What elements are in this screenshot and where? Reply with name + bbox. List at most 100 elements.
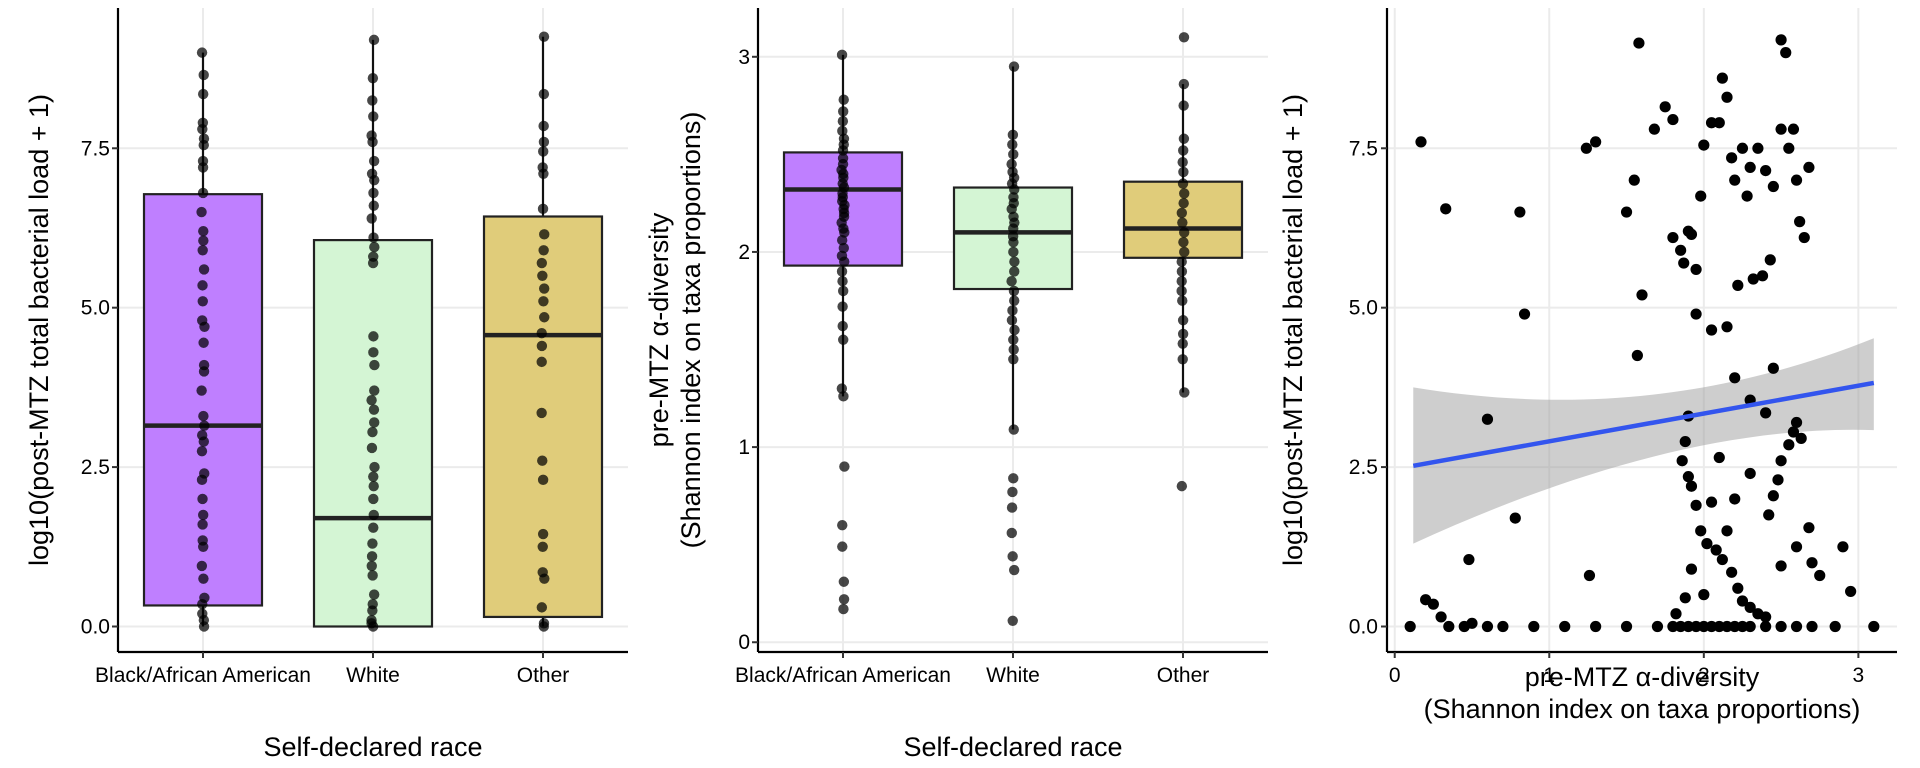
data-point	[199, 321, 210, 333]
data-point	[539, 312, 550, 323]
x-tick-label: White	[986, 664, 1040, 687]
data-point	[368, 200, 379, 211]
data-point	[838, 594, 850, 605]
data-point	[1007, 139, 1018, 150]
y-axis-title: pre-MTZ α-diversity	[644, 212, 674, 447]
x-axis-title: (Shannon index on taxa proportions)	[1424, 694, 1861, 724]
data-point	[1667, 620, 1679, 633]
data-point	[1178, 145, 1189, 156]
data-point	[1590, 136, 1602, 148]
data-point	[1794, 216, 1806, 228]
data-point	[537, 203, 549, 215]
y-axis-title: log10(post-MTZ total bacterial load + 1)	[24, 94, 54, 566]
data-point	[368, 522, 379, 533]
data-point	[1009, 266, 1020, 277]
panel-race-vs-bacterial-load: 0.0 2.5 5.0 7.5 Black/African American White O…	[24, 8, 628, 762]
data-point	[1177, 354, 1188, 365]
data-point	[1008, 246, 1019, 258]
data-point	[538, 168, 549, 179]
data-point	[1845, 585, 1857, 598]
data-point	[837, 301, 848, 312]
data-point	[1775, 455, 1787, 467]
panel-alpha-diversity-vs-bacterial-load: 0.0 2.5 5.0 7.5 0 1 2 3 pre-MTZ α-diversity(Shan…	[1278, 8, 1897, 724]
data-point	[1177, 338, 1188, 349]
data-point	[1741, 190, 1753, 202]
data-point	[838, 94, 849, 105]
y-tick-label: 3	[738, 46, 750, 69]
data-point	[198, 541, 209, 552]
data-point	[1006, 502, 1018, 513]
data-point	[1726, 152, 1738, 164]
data-point	[1721, 620, 1733, 633]
data-point	[538, 621, 549, 632]
data-point	[536, 257, 548, 269]
data-point	[1007, 129, 1019, 141]
data-point	[369, 359, 380, 371]
data-point	[1178, 32, 1190, 43]
data-point	[837, 519, 848, 531]
data-point	[1790, 620, 1803, 633]
data-point	[1497, 620, 1509, 633]
data-point	[1008, 354, 1019, 365]
data-point	[538, 146, 549, 157]
data-point	[537, 270, 548, 282]
data-point	[1008, 61, 1020, 72]
data-point	[1690, 620, 1702, 633]
data-point	[1514, 206, 1526, 218]
y-tick-label: 0.0	[81, 615, 110, 638]
data-point	[198, 366, 210, 377]
data-point	[1620, 206, 1633, 218]
data-point	[1463, 553, 1475, 566]
data-point	[1760, 407, 1772, 419]
data-point	[1752, 142, 1764, 154]
data-point	[368, 493, 379, 505]
data-point	[1008, 344, 1019, 355]
data-point	[366, 560, 377, 572]
data-point	[1440, 203, 1452, 215]
x-tick-label: 2	[1698, 664, 1710, 687]
data-point	[198, 225, 209, 237]
data-point	[1732, 582, 1744, 594]
y-tick-label: 0	[738, 631, 750, 654]
data-point	[837, 285, 849, 297]
data-point	[368, 155, 380, 167]
data-point	[1179, 246, 1190, 258]
data-point	[1682, 471, 1694, 483]
data-point	[1775, 620, 1787, 633]
data-point	[1695, 190, 1707, 202]
data-point	[536, 356, 547, 368]
data-point	[1775, 123, 1787, 135]
data-point	[1736, 595, 1749, 607]
data-point	[368, 347, 379, 358]
data-point	[1633, 37, 1645, 49]
data-point	[1006, 158, 1017, 170]
data-point	[1667, 113, 1679, 126]
data-point	[539, 573, 550, 584]
data-point	[197, 88, 209, 100]
data-point	[1631, 349, 1643, 362]
data-point	[1009, 256, 1020, 267]
data-point	[366, 442, 378, 454]
data-point	[1726, 566, 1738, 578]
data-point	[197, 493, 208, 505]
x-tick-label: 0	[1389, 664, 1401, 687]
data-point	[537, 455, 548, 466]
data-point	[1698, 589, 1710, 601]
data-point	[1698, 139, 1710, 151]
data-point	[1008, 149, 1019, 160]
data-point	[197, 162, 209, 173]
x-tick-label: White	[346, 664, 400, 687]
x-tick-label: Black/African American	[95, 664, 311, 687]
data-point	[1705, 620, 1718, 633]
data-point	[1767, 490, 1779, 502]
data-point	[1676, 455, 1688, 467]
data-point	[839, 227, 850, 238]
data-point	[1008, 424, 1019, 435]
data-point	[1679, 592, 1691, 604]
data-point	[1176, 285, 1187, 297]
x-tick-label: 1	[1543, 664, 1555, 687]
data-point	[1009, 184, 1020, 195]
trend-line	[1412, 380, 1875, 469]
x-tick-label: Other	[517, 664, 570, 687]
data-point	[1435, 611, 1447, 623]
